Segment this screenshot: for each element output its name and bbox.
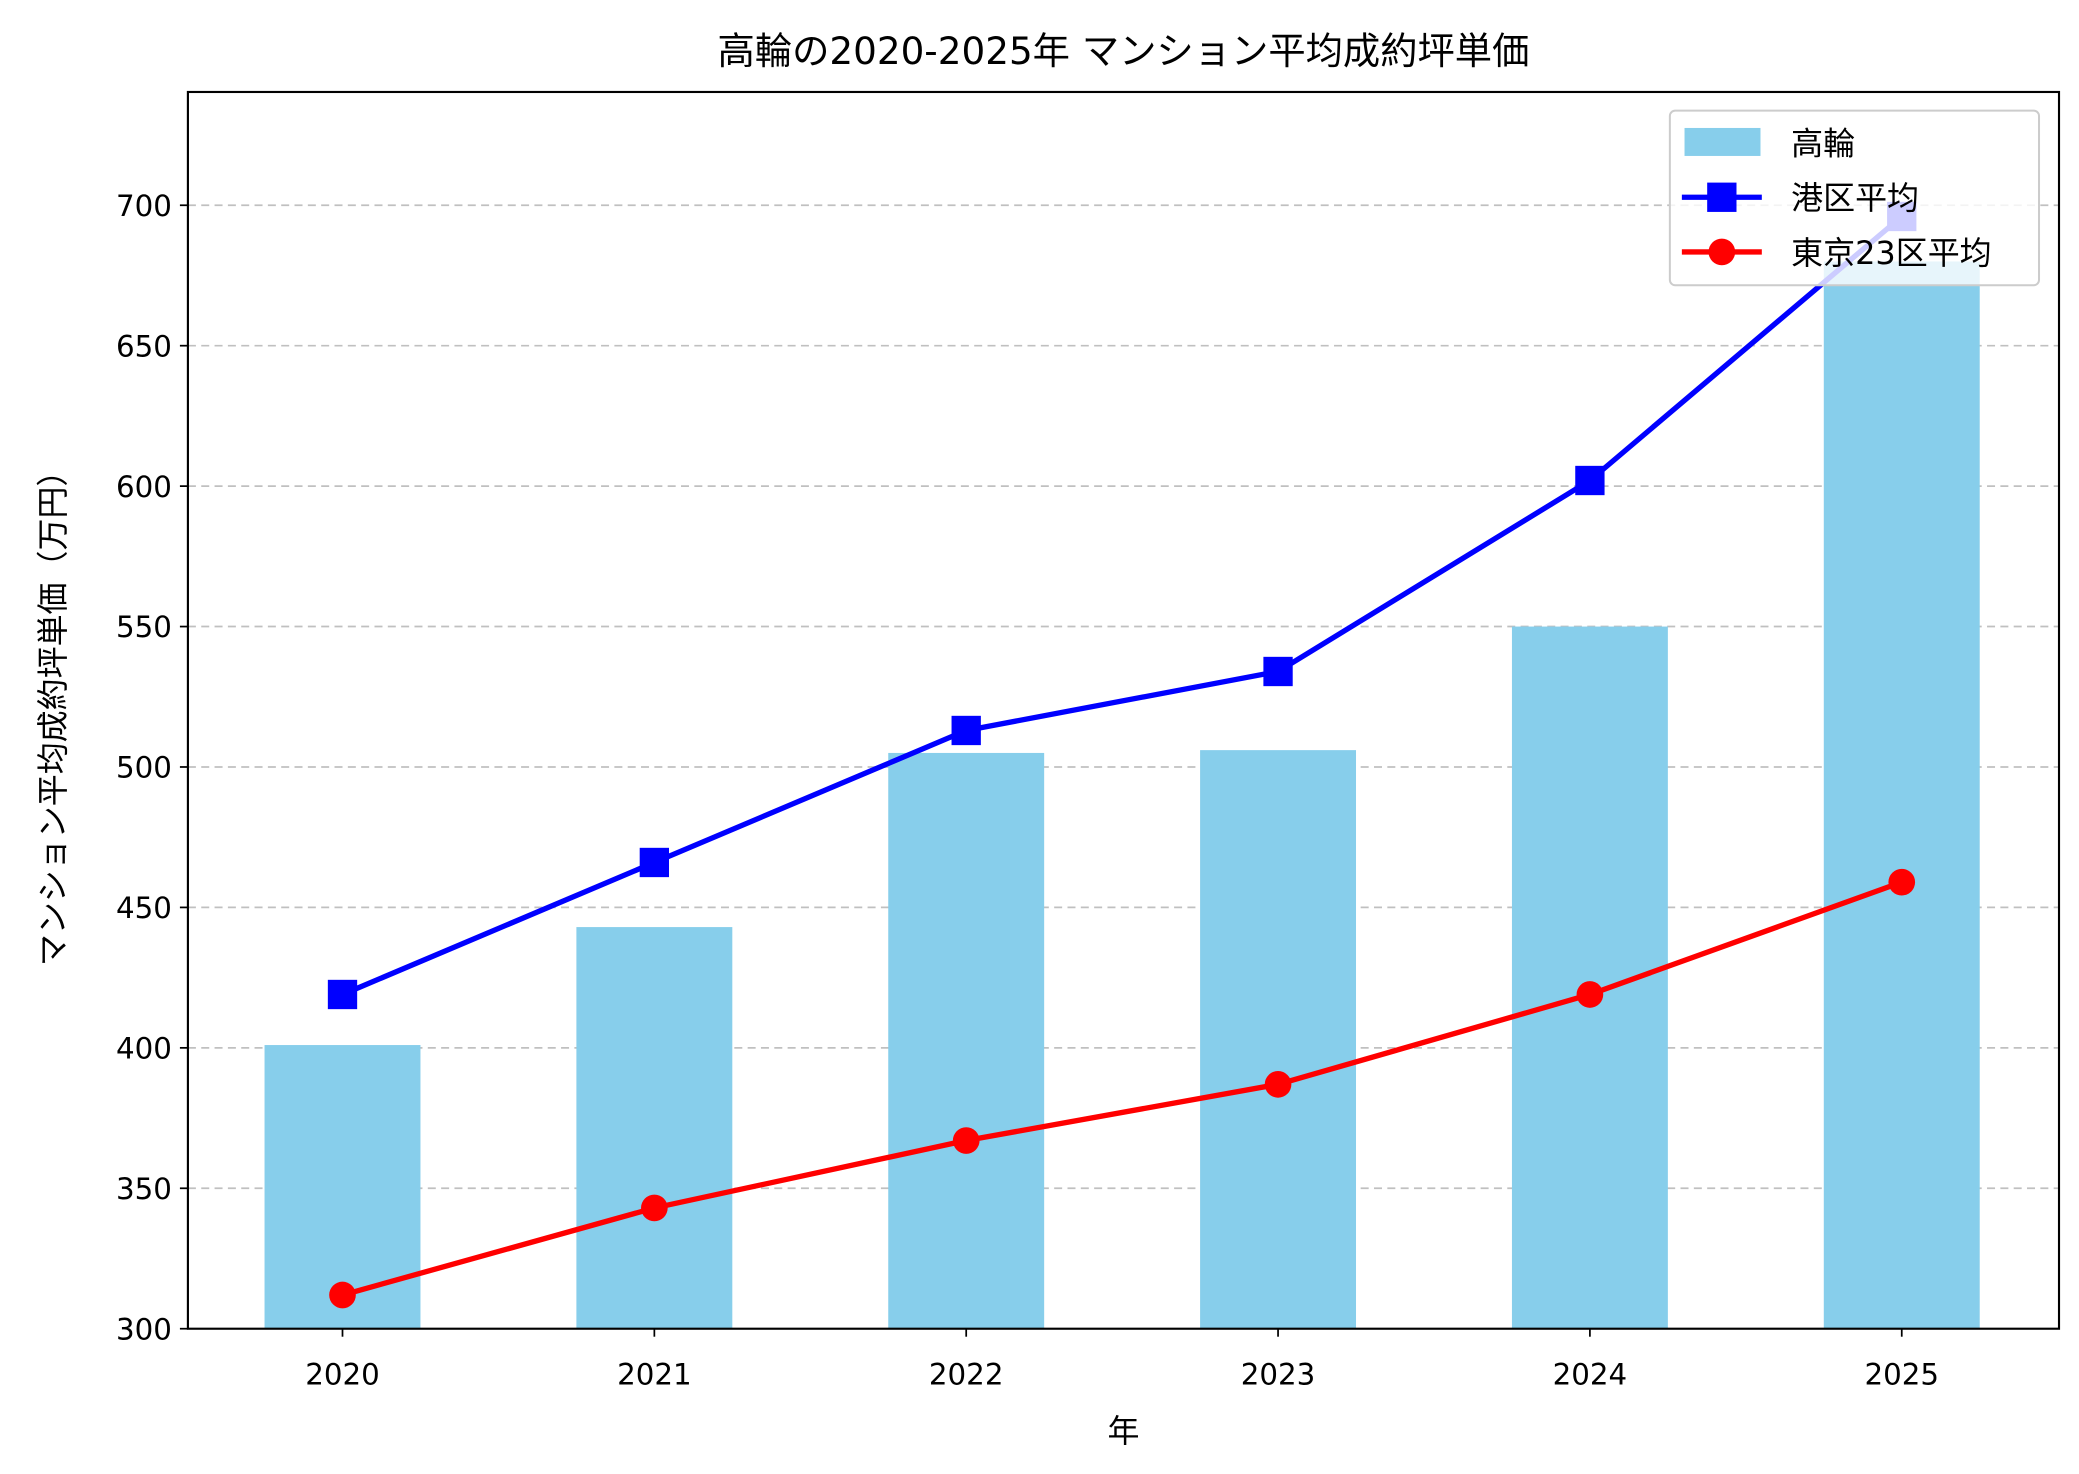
x-tick-label: 2025 [1864,1358,1939,1392]
marker-square-2023 [1263,656,1293,687]
legend-marker-circle [1708,238,1736,266]
y-tick-label: 500 [116,751,172,785]
legend-label-1: 港区平均 [1791,179,1919,217]
bar-2025 [1823,261,1980,1329]
legend-swatch-bar [1684,127,1761,156]
marker-square-2024 [1575,465,1605,496]
bars [264,261,1980,1329]
y-tick-label: 450 [116,891,172,925]
y-tick-label: 400 [116,1032,172,1066]
chart-title: 高輪の2020-2025年 マンション平均成約坪単価 [718,29,1530,73]
x-tick-label: 2024 [1553,1358,1628,1392]
x-tick-label: 2023 [1241,1358,1316,1392]
bar-2023 [1200,750,1357,1329]
y-tick-label: 550 [116,610,172,644]
y-axis-label: マンション平均成約坪単価（万円） [34,455,72,967]
x-tick-label: 2020 [305,1358,380,1392]
x-ticks: 2020 2021 2022 2023 2024 2025 [305,1328,1939,1392]
marker-circle-2024 [1576,981,1604,1008]
bar-2021 [576,927,733,1329]
y-ticks: 300 350 400 450 500 550 600 650 700 [116,189,188,1346]
x-tick-label: 2021 [617,1358,692,1392]
bar-2022 [888,752,1045,1329]
lines [327,201,1917,1309]
legend-label-0: 高輪 [1791,125,1855,163]
x-axis-label: 年 [1107,1412,1139,1450]
y-tick-label: 600 [116,470,172,504]
marker-circle-2022 [952,1127,980,1154]
marker-circle-2025 [1888,868,1916,896]
marker-circle-2023 [1264,1071,1292,1098]
legend-marker-square [1707,182,1737,212]
marker-circle-2021 [641,1194,668,1222]
marker-square-2021 [639,847,670,878]
marker-circle-2020 [329,1281,356,1309]
grid [187,204,2060,1190]
line-series-2 [341,879,1903,1298]
line-series-1 [341,214,1904,997]
y-tick-label: 700 [116,189,172,223]
marker-square-2020 [327,979,358,1010]
y-tick-label: 300 [116,1312,172,1346]
legend-label-2: 東京23区平均 [1791,234,1992,272]
legend-box [1668,109,2041,287]
y-tick-label: 650 [116,329,172,363]
legend: 高輪 港区平均 東京23区平均 [1668,109,2041,287]
marker-square-2022 [951,715,981,746]
x-tick-label: 2022 [929,1358,1004,1392]
plot-frame [186,90,2061,1330]
y-tick-label: 350 [116,1172,172,1206]
